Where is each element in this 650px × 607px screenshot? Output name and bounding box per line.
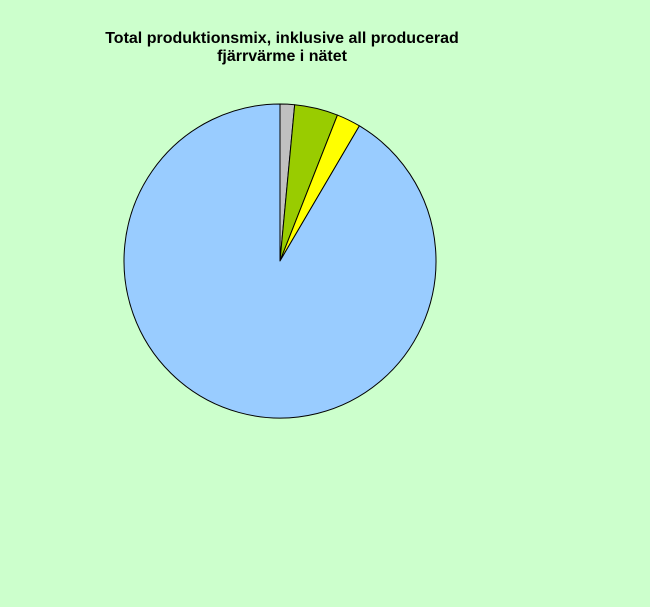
pie-slice-4 <box>123 103 437 419</box>
chart-title: Total produktionsmix, inklusive all prod… <box>60 30 504 66</box>
chart-title-line-2: fjärrvärme i nätet <box>217 48 347 65</box>
chart-title-line-1: Total produktionsmix, inklusive all prod… <box>105 30 459 47</box>
